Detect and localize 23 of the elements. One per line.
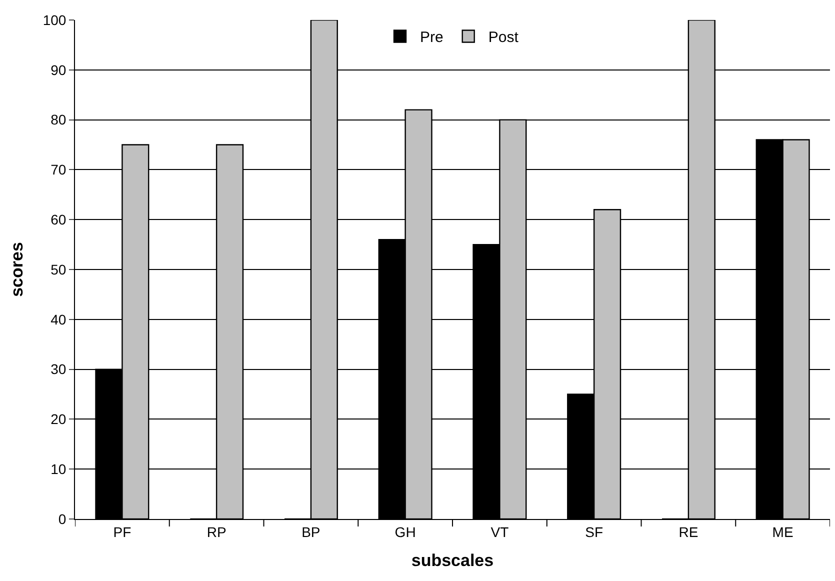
y-tick-label: 20 xyxy=(50,411,66,428)
y-tick-label: 100 xyxy=(42,12,66,28)
x-tick-label: VT xyxy=(490,524,510,540)
legend-label: Post xyxy=(488,29,520,46)
y-tick-label: 10 xyxy=(50,461,66,477)
x-tick-label: ME xyxy=(772,524,794,540)
x-tick-label: RP xyxy=(206,524,226,540)
y-tick-label: 50 xyxy=(50,261,66,278)
y-tick-label: 70 xyxy=(50,162,66,178)
x-tick-label: PF xyxy=(113,524,132,540)
x-tick-label: BP xyxy=(302,524,320,540)
x-axis-title: subscales xyxy=(411,551,494,570)
legend-label: Pre xyxy=(420,29,444,46)
y-tick-label: 30 xyxy=(50,361,66,378)
x-tick-label: SF xyxy=(585,524,604,540)
y-tick-label: 0 xyxy=(58,510,66,527)
x-tick-label: RE xyxy=(678,524,698,540)
y-tick-label: 80 xyxy=(50,112,66,128)
y-tick-label: 90 xyxy=(50,62,66,78)
y-tick-label: 60 xyxy=(50,212,66,228)
x-tick-label: GH xyxy=(394,524,416,540)
y-axis-title: scores xyxy=(7,242,26,297)
y-tick-label: 40 xyxy=(50,311,66,328)
